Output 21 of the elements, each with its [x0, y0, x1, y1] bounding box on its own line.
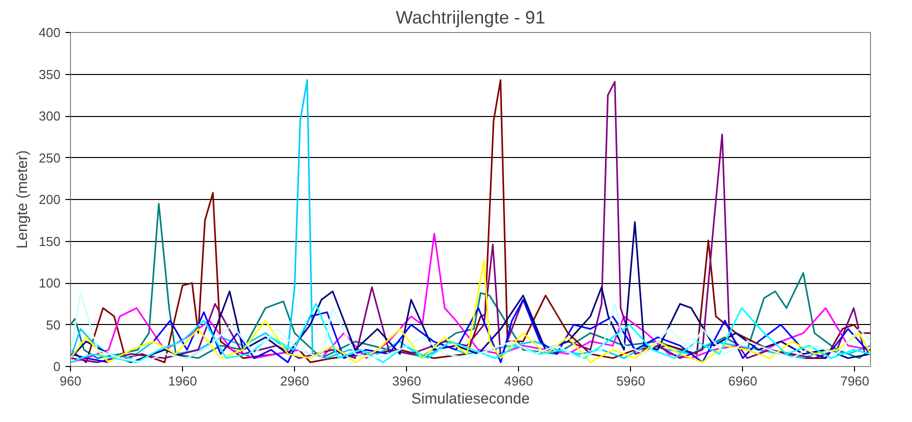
- y-tick-label: 350: [38, 66, 61, 82]
- x-tick-label: 2960: [280, 374, 310, 388]
- x-tick-label: 7960: [840, 374, 870, 388]
- y-tick-label: 0: [53, 359, 61, 374]
- y-tick-label: 150: [38, 234, 61, 249]
- x-tick-label: 960: [60, 374, 82, 388]
- y-tick-label: 200: [38, 192, 61, 207]
- x-tick-label: 5960: [616, 374, 646, 388]
- x-tick-label: 4960: [504, 374, 534, 388]
- y-tick-label: 250: [38, 150, 61, 166]
- x-tick-label: 1960: [168, 374, 198, 388]
- x-tick-label: 3960: [392, 374, 422, 388]
- chart-title: Wachtrijlengte - 91: [396, 8, 546, 28]
- line-series: [70, 260, 870, 364]
- y-tick-label: 50: [46, 317, 61, 332]
- x-axis-title: Simulatieseconde: [411, 390, 530, 408]
- y-tick-label: 100: [38, 276, 61, 290]
- y-tick-label: 400: [38, 25, 61, 40]
- y-tick-label: 300: [38, 108, 61, 124]
- y-axis-title: Lengte (meter): [14, 150, 31, 249]
- x-tick-label: 6960: [728, 374, 758, 388]
